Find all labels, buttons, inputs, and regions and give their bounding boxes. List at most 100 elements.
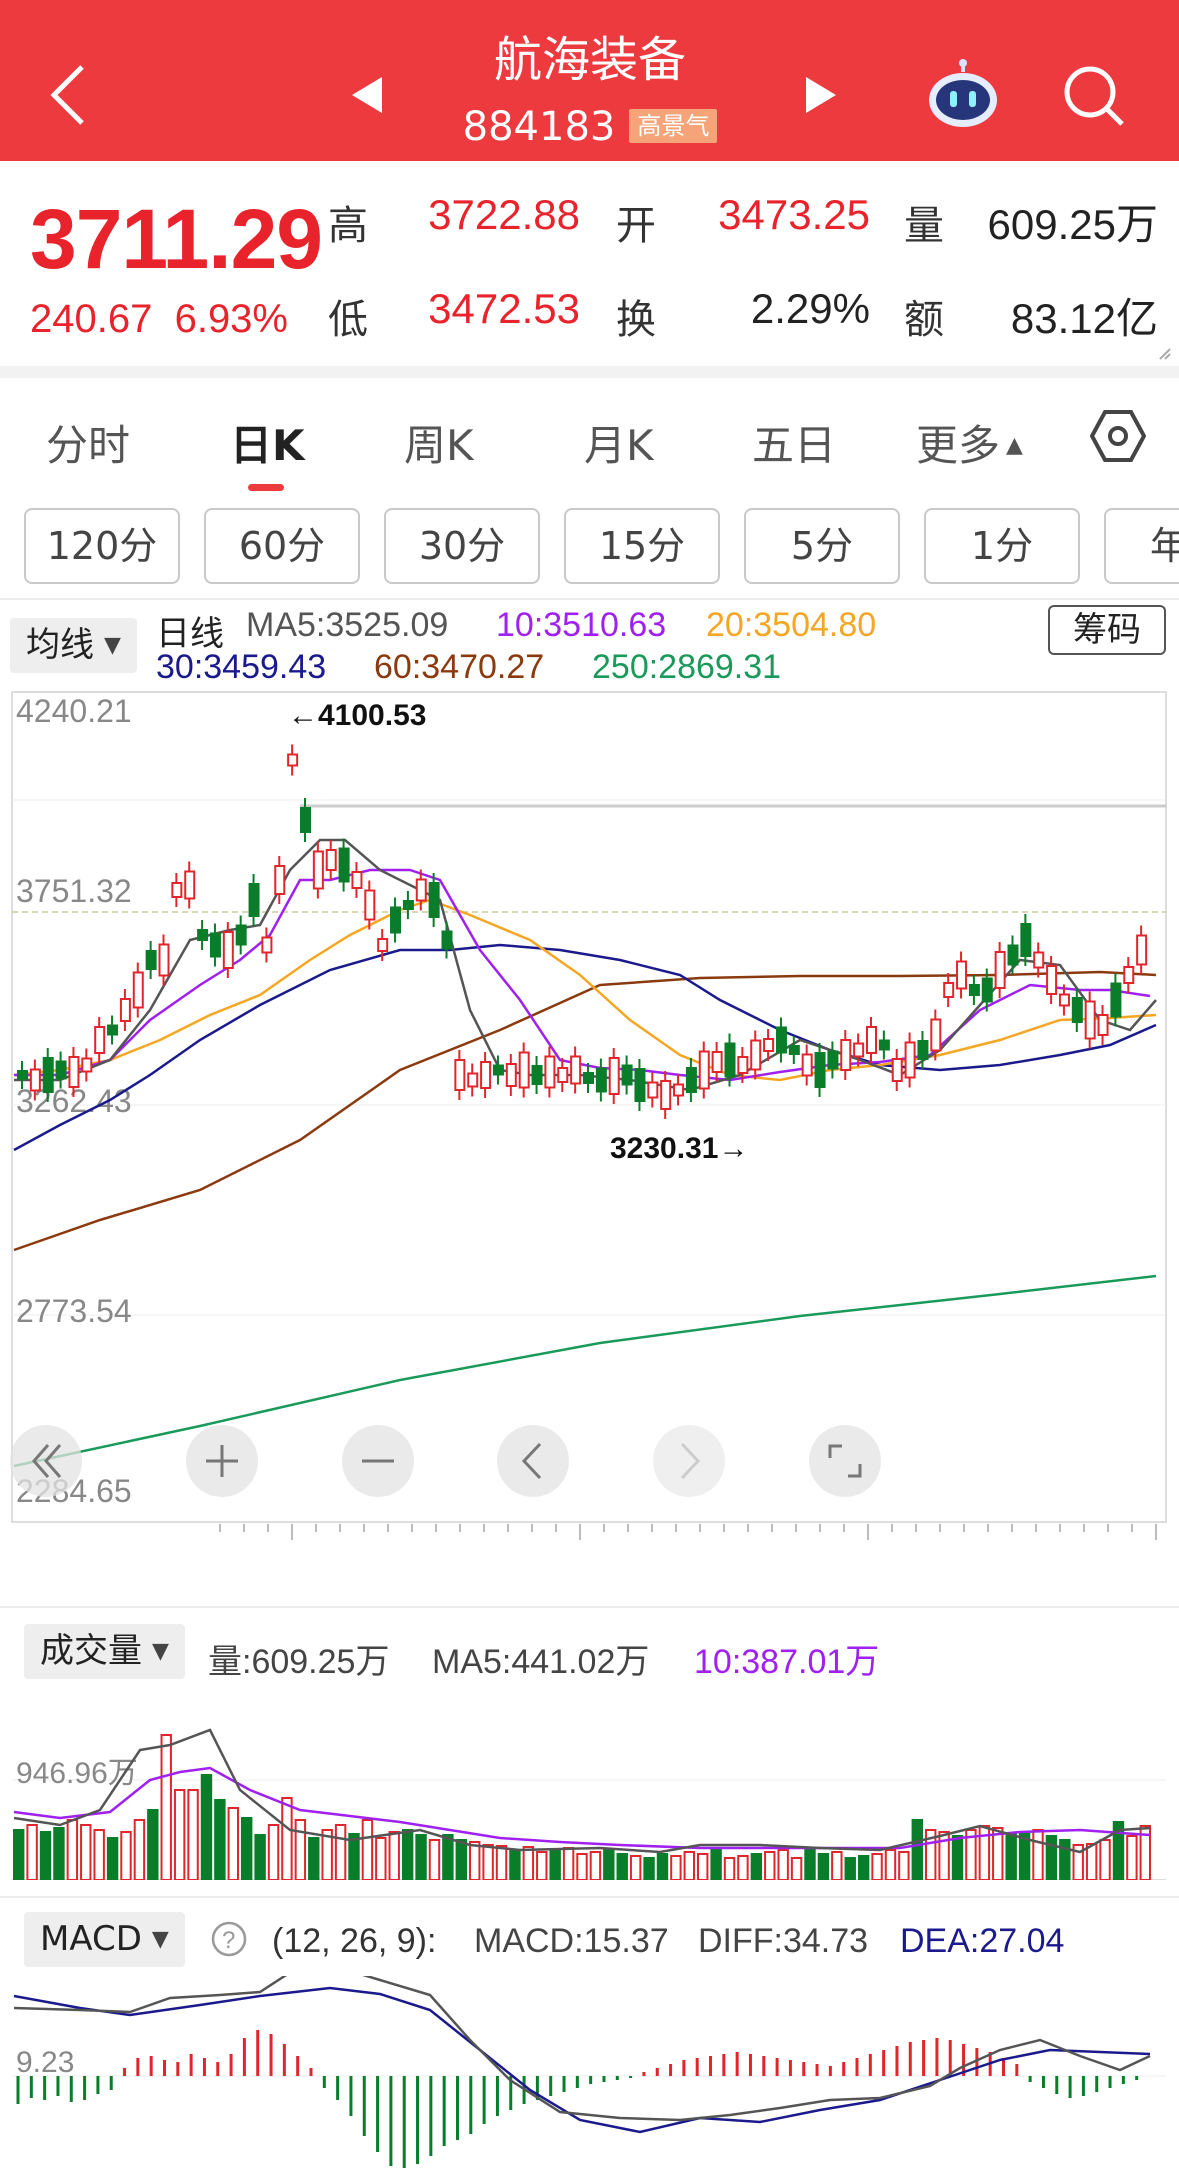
prev-stock-button[interactable] [348, 75, 388, 115]
ma5-value: MA5:3525.09 [246, 606, 449, 644]
candle-body [994, 951, 1006, 989]
volume-label: 量 [904, 203, 944, 249]
period-1min[interactable]: 1分 [924, 508, 1080, 584]
candle-body [737, 1056, 749, 1074]
chart-tabs: 分时 日K 周K 月K 五日 更多 ▲ [0, 400, 1179, 491]
candle-body [1033, 951, 1045, 969]
search-button[interactable] [1060, 62, 1128, 130]
open-label: 开 [616, 203, 656, 249]
volume-bar [375, 1837, 387, 1880]
chip-distribution-button[interactable]: 筹码 [1048, 605, 1166, 655]
candle-body [840, 1039, 852, 1071]
volume-bar [80, 1824, 92, 1880]
candle-body [1123, 966, 1135, 984]
dea-line [13, 1986, 1151, 2134]
volume-bar [495, 1845, 508, 1880]
macd-dropdown[interactable]: MACD ▼ [24, 1912, 185, 1967]
period-30min[interactable]: 30分 [384, 508, 540, 584]
volume-bar [616, 1853, 628, 1880]
ma30-value: 30:3459.43 [156, 648, 327, 686]
macd-dropdown-label: MACD [40, 1919, 142, 1959]
dea-value: DEA:27.04 [900, 1922, 1065, 1960]
volume-bar [227, 1807, 240, 1880]
candle-body [917, 1040, 929, 1060]
candle-body [647, 1081, 659, 1099]
macd-chart[interactable]: 9.23 [0, 1976, 1179, 2172]
candle-body [287, 753, 299, 767]
volume-bar [549, 1849, 561, 1880]
candle-body [660, 1080, 672, 1110]
scroll-left-button[interactable] [497, 1425, 569, 1497]
candle-body [724, 1042, 736, 1078]
candle-body [621, 1064, 633, 1086]
high-label: 高 [328, 203, 368, 249]
chart-frame [11, 691, 1167, 1523]
volume-dropdown[interactable]: 成交量 ▼ [24, 1624, 185, 1679]
volume-bar [857, 1855, 870, 1880]
tab-more[interactable]: 更多 ▲ [916, 412, 1023, 473]
volume-bar [106, 1837, 119, 1880]
volume-value: 609.25万 [987, 201, 1158, 248]
period-5min[interactable]: 5分 [744, 508, 900, 584]
period-15min[interactable]: 15分 [564, 508, 720, 584]
volume-bar [187, 1789, 199, 1880]
candle-body [595, 1067, 607, 1093]
candle-body [853, 1042, 865, 1058]
volume-bar [965, 1829, 977, 1880]
period-120min[interactable]: 120分 [24, 508, 180, 584]
tab-monthly-k[interactable]: 月K [584, 421, 654, 470]
period-60min[interactable]: 60分 [204, 508, 360, 584]
tab-five-day[interactable]: 五日 [752, 421, 837, 470]
indicator-dropdown[interactable]: 均线 ▼ [10, 618, 137, 673]
candle-body [42, 1057, 54, 1093]
section-divider [0, 1606, 1179, 1608]
zoom-out-button[interactable] [342, 1425, 414, 1497]
section-divider [0, 1896, 1179, 1898]
volume-ma5-line [13, 1728, 1151, 1854]
candle-body [171, 882, 183, 898]
candle-body [17, 1070, 28, 1080]
volume-bar [308, 1837, 320, 1880]
volume-bar [925, 1829, 937, 1880]
price-change: 240.67 6.93% [30, 297, 288, 342]
volume-bar [764, 1851, 776, 1880]
volume-chart[interactable]: 946.96万 [0, 1680, 1179, 1880]
back-button[interactable] [40, 55, 100, 135]
current-price: 3711.29 [30, 192, 323, 286]
volume-bar [160, 1734, 172, 1880]
tab-daily-k[interactable]: 日K [230, 421, 305, 470]
scroll-right-button[interactable] [653, 1425, 725, 1497]
chart-controls [10, 1425, 881, 1497]
kline-chart[interactable]: 4240.21 3751.32 3262.43 2773.54 2284.65 … [0, 690, 1179, 1540]
volume-bar [884, 1849, 897, 1880]
candle-body [518, 1051, 530, 1089]
max-price-label: ←4100.53 [288, 699, 426, 732]
help-icon[interactable]: ? [210, 1920, 248, 1958]
candle-body [81, 1057, 93, 1073]
kline-period-label: 日线 [156, 615, 224, 653]
expand-corner-icon[interactable] [1158, 347, 1172, 361]
candle-body [480, 1061, 492, 1089]
triangle-right-icon [806, 77, 836, 113]
assistant-robot-button[interactable] [925, 58, 1001, 130]
candle-body [1058, 993, 1070, 1007]
fullscreen-button[interactable] [809, 1425, 881, 1497]
zoom-in-button[interactable] [186, 1425, 258, 1497]
low-value: 3472.53 [428, 285, 580, 332]
ma250-line [13, 1274, 1157, 1468]
period-year[interactable]: 年 [1104, 508, 1179, 584]
volume-bar [522, 1846, 535, 1880]
candle-body [184, 870, 196, 900]
candle-body [1071, 997, 1083, 1023]
settings-hexagon-icon[interactable] [1090, 408, 1146, 464]
tab-intraday[interactable]: 分时 [46, 421, 131, 470]
fast-back-button[interactable] [10, 1425, 82, 1497]
volume-bar [13, 1829, 25, 1880]
candle-body [801, 1053, 813, 1077]
candle-body [775, 1026, 787, 1054]
volume-bar [1045, 1835, 1058, 1880]
candle-body [1097, 1014, 1109, 1036]
tab-weekly-k[interactable]: 周K [404, 421, 474, 470]
volume-bar [911, 1819, 924, 1880]
next-stock-button[interactable] [800, 75, 840, 115]
